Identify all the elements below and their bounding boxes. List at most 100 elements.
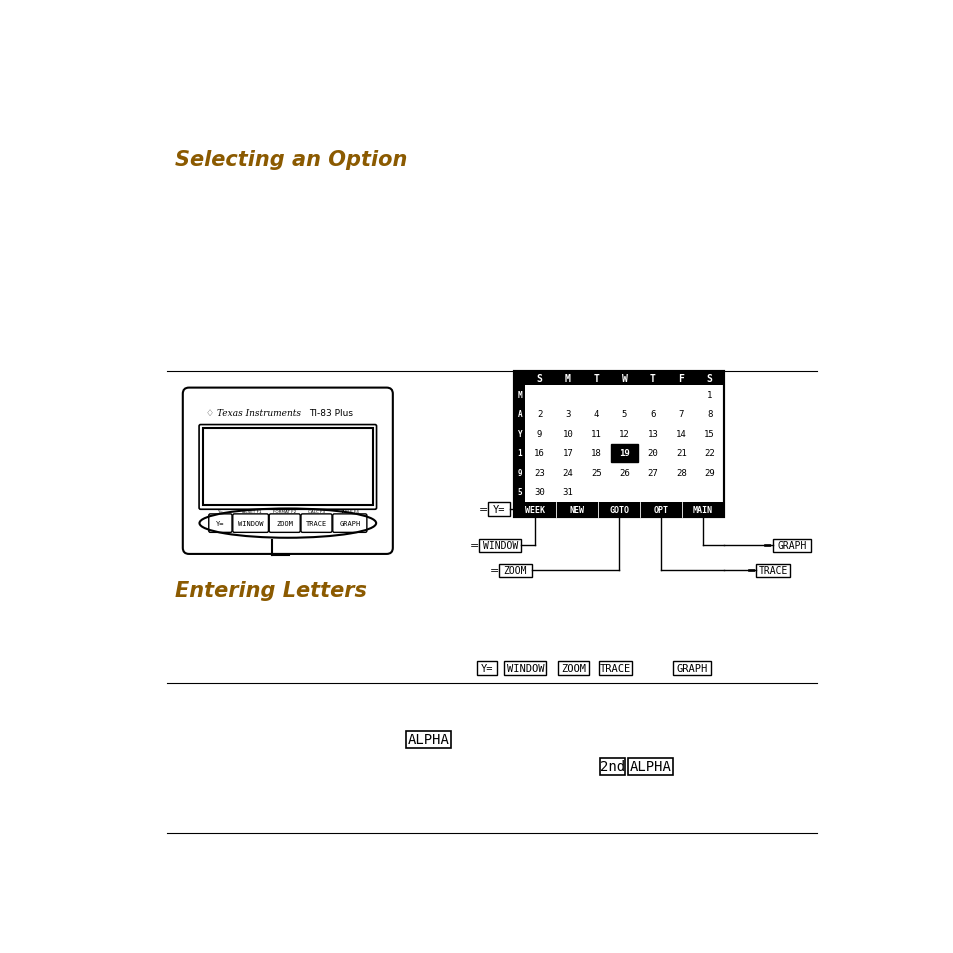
Text: Y=: Y= [217,510,223,514]
Text: F: F [678,374,683,383]
Text: W: W [621,374,627,383]
Text: 9: 9 [537,430,541,438]
Text: 26: 26 [618,468,629,477]
Text: OPT: OPT [653,505,668,515]
Text: Entering Letters: Entering Letters [174,580,367,600]
Text: 14: 14 [675,430,686,438]
Bar [514,385,525,502]
Text: MAIN: MAIN [692,505,712,515]
Text: GRAPH: GRAPH [339,520,360,527]
Bar [558,661,588,675]
Text: 11: 11 [590,430,601,438]
Text: 5: 5 [517,488,521,497]
FancyBboxPatch shape [301,515,332,533]
Text: Y: Y [517,430,521,438]
Bar [756,564,790,578]
Text: 2: 2 [537,410,541,418]
Bar [611,444,638,462]
Bar [203,429,373,506]
Text: Y=: Y= [493,505,505,515]
Text: T: T [593,374,598,383]
Text: 24: 24 [562,468,573,477]
Bar [628,759,673,775]
Text: TI-83 Plus: TI-83 Plus [309,408,353,417]
Text: 13: 13 [647,430,658,438]
Text: 27: 27 [647,468,658,477]
Text: FORMAT F2: FORMAT F2 [273,510,296,514]
Text: 16: 16 [534,449,544,457]
Bar [598,661,631,675]
Text: 17: 17 [562,449,573,457]
Text: 19: 19 [618,449,629,457]
Text: 22: 22 [703,449,714,457]
FancyBboxPatch shape [233,515,268,533]
Text: ZOOM: ZOOM [276,520,293,527]
Text: TRACE: TRACE [306,520,327,527]
Text: WINDOW: WINDOW [237,520,263,527]
Text: =: = [762,540,772,551]
Text: S: S [706,374,712,383]
Text: TRACE: TRACE [758,566,787,576]
Text: 30: 30 [534,488,544,497]
Text: =: = [469,540,478,551]
FancyBboxPatch shape [209,515,232,533]
Text: NEW: NEW [569,505,584,515]
Text: ZOOM: ZOOM [503,566,526,576]
Text: 20: 20 [647,449,658,457]
Bar [514,372,723,517]
Bar [599,759,624,775]
Text: WEEK: WEEK [525,505,545,515]
Text: =: = [746,566,756,576]
Text: =: = [489,566,498,576]
Text: 15: 15 [703,430,714,438]
Bar [504,661,546,675]
Text: Selecting an Option: Selecting an Option [174,150,407,170]
Text: GRAPH: GRAPH [777,540,806,551]
Text: M: M [517,391,521,399]
Text: A: A [517,410,521,418]
Text: 23: 23 [534,468,544,477]
Text: Y=: Y= [480,663,493,673]
FancyBboxPatch shape [269,515,300,533]
Text: 18: 18 [590,449,601,457]
Text: 29: 29 [703,468,714,477]
Text: 12: 12 [618,430,629,438]
Text: 25: 25 [590,468,601,477]
Text: 5: 5 [621,410,626,418]
Text: 2nd: 2nd [598,760,624,774]
Text: GRAPH: GRAPH [676,663,707,673]
Bar [514,372,723,517]
Text: TBLSET F1: TBLSET F1 [239,510,261,514]
Text: =: = [478,505,488,515]
Bar [488,503,509,517]
Bar [478,539,521,552]
FancyBboxPatch shape [183,388,393,555]
Text: 9: 9 [517,468,521,477]
Text: 31: 31 [562,488,573,497]
Bar [406,731,451,748]
FancyBboxPatch shape [333,515,367,533]
Text: GOTO: GOTO [608,505,628,515]
Bar [673,661,710,675]
Text: 1: 1 [706,391,712,399]
Text: 8: 8 [706,410,712,418]
Text: 6: 6 [650,410,655,418]
Text: ZOOM: ZOOM [560,663,585,673]
Bar [498,564,531,578]
Text: 3: 3 [564,410,570,418]
Text: TABLE F4: TABLE F4 [340,510,359,514]
Bar [514,502,723,517]
Text: WINDOW: WINDOW [506,663,543,673]
Text: T: T [649,374,655,383]
Bar [476,661,497,675]
Text: CALC F3: CALC F3 [308,510,325,514]
FancyBboxPatch shape [199,425,376,510]
Text: 21: 21 [675,449,686,457]
Text: S: S [536,374,542,383]
Bar [772,539,810,552]
Text: TRACE: TRACE [599,663,630,673]
Text: M: M [564,374,570,383]
Text: ALPHA: ALPHA [629,760,671,774]
Bar [514,372,723,385]
Text: 7: 7 [678,410,683,418]
